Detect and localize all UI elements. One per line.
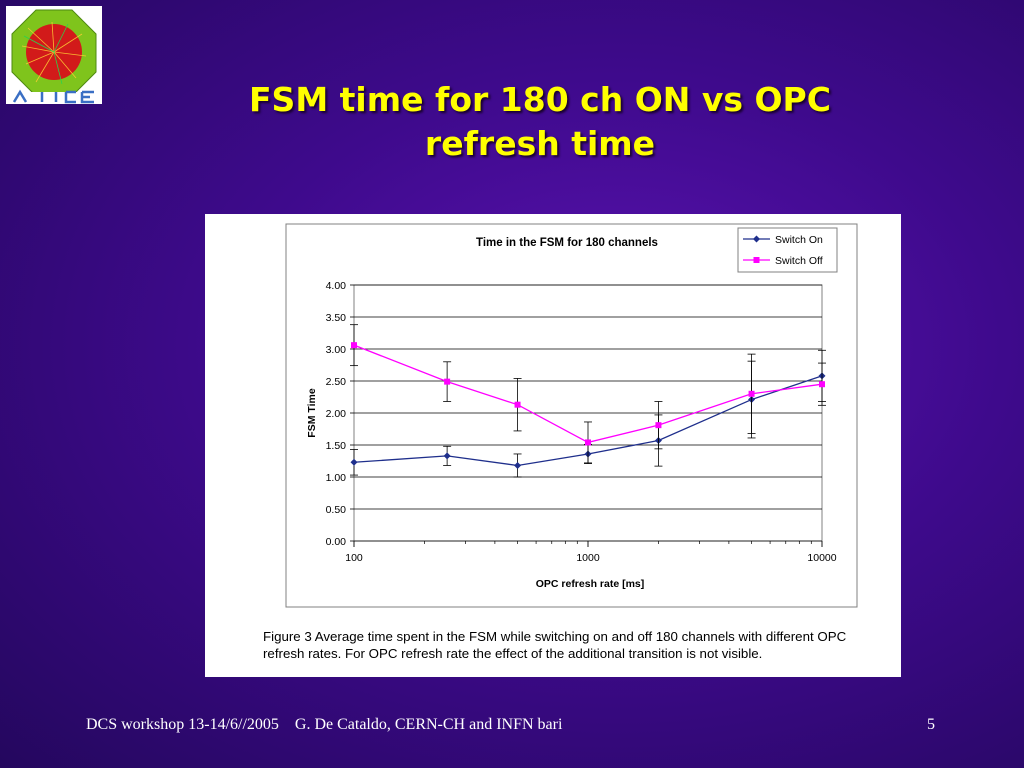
- y-tick-label: 0.00: [326, 536, 347, 548]
- legend-marker-switch-off: [753, 257, 760, 263]
- data-point: [655, 422, 662, 429]
- y-axis-label: FSM Time: [306, 388, 318, 438]
- y-tick-label: 3.50: [326, 312, 347, 324]
- x-tick-label: 1000: [576, 552, 600, 564]
- data-point: [350, 458, 358, 466]
- legend-label-switch-off: Switch Off: [775, 255, 823, 267]
- figure-panel: 0.00 0.50 1.00 1.50 2.00 2.50 3.00 3.50 4.00 100…: [205, 214, 901, 677]
- x-tick-label: 10000: [807, 552, 836, 564]
- series-switch-off: [350, 324, 826, 464]
- y-tick-label: 0.50: [326, 504, 347, 516]
- chart-title: Time in the FSM for 180 channels: [476, 237, 658, 249]
- data-point: [585, 439, 591, 446]
- footer-text: DCS workshop 13-14/6//2005 G. De Cataldo…: [86, 716, 563, 733]
- y-tick-label: 1.50: [326, 440, 347, 452]
- data-point: [514, 401, 521, 408]
- legend: Switch On Switch Off: [737, 227, 838, 273]
- y-tick-label: 1.00: [326, 472, 347, 484]
- legend-marker-switch-on: [753, 235, 760, 243]
- legend-label-switch-on: Switch On: [775, 234, 823, 246]
- slide-title-line1: FSM time for 180 ch ON vs OPC: [249, 80, 831, 119]
- page-number: 5: [927, 716, 935, 733]
- data-point: [351, 342, 357, 349]
- data-point: [444, 378, 451, 385]
- slide-title-line2: refresh time: [424, 124, 656, 163]
- data-point: [443, 452, 451, 460]
- data-point: [514, 461, 522, 469]
- alice-logo: [6, 6, 102, 104]
- y-tick-label: 2.00: [326, 408, 347, 420]
- x-axis-label: OPC refresh rate [ms]: [536, 578, 645, 590]
- figure-caption: Figure 3 Average time spent in the FSM w…: [263, 629, 847, 661]
- chart: 0.00 0.50 1.00 1.50 2.00 2.50 3.00 3.50 4.00 100…: [285, 223, 858, 608]
- y-tick-label: 2.50: [326, 376, 347, 388]
- data-point: [748, 390, 755, 397]
- data-point: [819, 381, 825, 388]
- x-tick-label: 100: [345, 552, 363, 564]
- y-tick-label: 4.00: [326, 280, 347, 292]
- y-tick-label: 3.00: [326, 344, 347, 356]
- legend-box: [737, 227, 838, 273]
- slide-title: FSM time for 180 ch ON vs OPC refresh ti…: [120, 78, 960, 166]
